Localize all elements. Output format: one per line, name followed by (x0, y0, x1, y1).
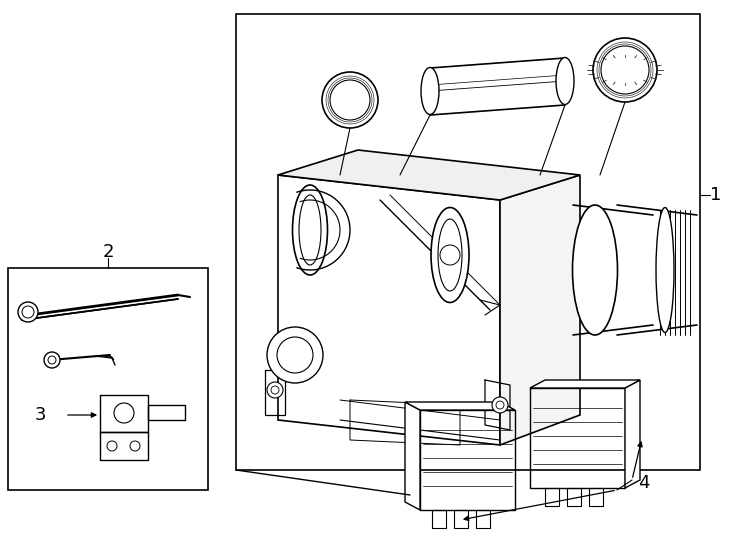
Circle shape (48, 356, 56, 364)
Ellipse shape (573, 205, 617, 335)
Circle shape (107, 441, 117, 451)
Circle shape (267, 382, 283, 398)
Circle shape (130, 441, 140, 451)
Circle shape (44, 352, 60, 368)
Polygon shape (500, 175, 580, 445)
Circle shape (440, 245, 460, 265)
Ellipse shape (556, 57, 574, 105)
Polygon shape (625, 380, 640, 488)
Polygon shape (530, 380, 640, 388)
Circle shape (496, 401, 504, 409)
Polygon shape (278, 150, 580, 200)
Circle shape (322, 72, 378, 128)
Text: 4: 4 (638, 474, 650, 492)
Polygon shape (278, 175, 500, 445)
Circle shape (22, 306, 34, 318)
Bar (236, 14, 700, 470)
Circle shape (18, 302, 38, 322)
Ellipse shape (438, 219, 462, 291)
Polygon shape (405, 402, 515, 410)
Ellipse shape (299, 195, 321, 265)
Ellipse shape (421, 68, 439, 114)
Circle shape (271, 386, 279, 394)
Circle shape (267, 327, 323, 383)
Circle shape (492, 397, 508, 413)
Circle shape (601, 46, 649, 94)
Circle shape (593, 38, 657, 102)
Text: 2: 2 (102, 243, 114, 261)
Ellipse shape (656, 207, 674, 333)
Ellipse shape (431, 207, 469, 302)
Polygon shape (405, 402, 420, 510)
Circle shape (330, 80, 370, 120)
Bar (8, 268, 208, 490)
Text: 3: 3 (35, 406, 46, 424)
Circle shape (114, 403, 134, 423)
Text: 1: 1 (710, 186, 722, 204)
Ellipse shape (293, 185, 327, 275)
Circle shape (277, 337, 313, 373)
